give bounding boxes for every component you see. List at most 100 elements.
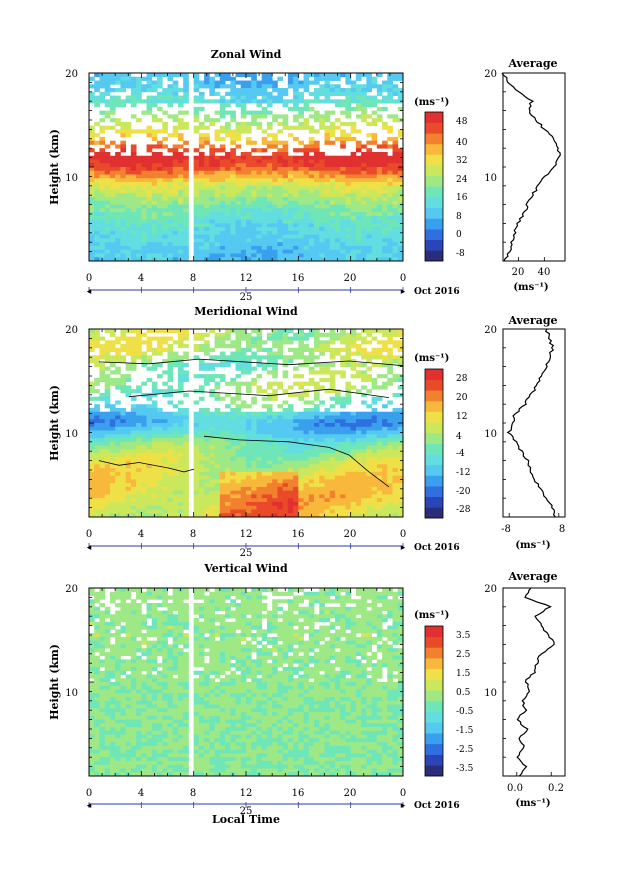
heatmap-cell <box>172 404 179 409</box>
heatmap-cell <box>287 426 294 431</box>
heatmap-cell <box>235 347 242 352</box>
heatmap-cell <box>240 114 247 119</box>
heatmap-cell <box>230 344 236 349</box>
heatmap-cell <box>177 426 184 431</box>
heatmap-cell <box>162 456 168 461</box>
heatmap-cell <box>382 329 388 334</box>
heatmap-cell <box>230 76 236 81</box>
heatmap-cell <box>308 215 315 221</box>
heatmap-cell <box>136 155 142 160</box>
heatmap-cell <box>246 223 252 228</box>
heatmap-cell <box>167 257 174 262</box>
heatmap-cell <box>350 121 357 127</box>
heatmap-cell <box>193 129 200 134</box>
heatmap-cell <box>392 163 399 168</box>
heatmap-cell <box>303 509 310 514</box>
heatmap-cell <box>282 419 289 424</box>
heatmap-cell <box>397 148 404 153</box>
heatmap-cell <box>240 426 247 431</box>
heatmap-cell <box>308 136 315 142</box>
heatmap-cell <box>240 159 247 164</box>
heatmap-cell <box>261 242 268 247</box>
heatmap-cell <box>387 426 393 431</box>
heatmap-cell <box>277 449 284 454</box>
heatmap-cell <box>329 498 336 503</box>
heatmap-cell <box>109 479 116 484</box>
heatmap-cell <box>387 170 393 175</box>
heatmap-cell <box>115 453 121 458</box>
heatmap-cell <box>298 125 304 130</box>
heatmap-cell <box>94 509 100 514</box>
heatmap-cell <box>361 430 367 435</box>
heatmap-cell <box>361 95 367 100</box>
heatmap-cell <box>157 215 163 221</box>
heatmap-cell <box>376 189 383 194</box>
heatmap-cell <box>230 377 236 383</box>
heatmap-cell <box>198 144 205 149</box>
heatmap-cell <box>371 185 378 190</box>
y-tick-label: 20 <box>65 325 78 336</box>
heatmap-cell <box>109 483 116 488</box>
heatmap-cell <box>94 103 100 108</box>
heatmap-cell <box>240 182 247 187</box>
heatmap-cell <box>397 340 404 345</box>
heatmap-cell <box>246 513 252 518</box>
heatmap-cell <box>345 99 352 104</box>
heatmap-cell <box>225 234 231 239</box>
heatmap-cell <box>204 411 210 416</box>
heatmap-cell <box>303 200 310 205</box>
heatmap-cell <box>314 513 320 518</box>
heatmap-cell <box>303 215 310 221</box>
heatmap-cell <box>303 344 310 349</box>
heatmap-cell <box>345 253 352 258</box>
heatmap-cell <box>183 121 189 127</box>
heatmap-cell <box>266 381 273 386</box>
heatmap-cell <box>198 227 205 232</box>
heatmap-cell <box>151 430 158 435</box>
heatmap-cell <box>167 392 174 398</box>
heatmap-cell <box>99 366 106 371</box>
heatmap-cell <box>387 95 393 100</box>
heatmap-cell <box>350 155 357 160</box>
heatmap-cell <box>308 80 315 85</box>
heatmap-cell <box>125 445 132 450</box>
heatmap-cell <box>355 106 362 111</box>
heatmap-cell <box>314 449 320 454</box>
heatmap-cell <box>324 223 331 228</box>
heatmap-cell <box>183 441 189 446</box>
heatmap-cell <box>376 159 383 164</box>
heatmap-cell <box>162 464 168 469</box>
heatmap-cell <box>334 336 341 341</box>
heatmap-cell <box>371 110 378 115</box>
heatmap-cell <box>198 486 205 492</box>
heatmap-cell <box>314 486 320 492</box>
heatmap-cell <box>151 494 158 499</box>
heatmap-cell <box>115 238 121 243</box>
heatmap-cell <box>89 385 95 390</box>
heatmap-cell <box>319 189 325 194</box>
heatmap-cell <box>146 249 153 254</box>
heatmap-cell <box>204 498 210 503</box>
heatmap-cell <box>240 381 247 386</box>
heatmap-cell <box>125 464 132 469</box>
heatmap-cell <box>246 219 252 224</box>
heatmap-cell <box>204 501 210 507</box>
heatmap-cell <box>287 498 294 503</box>
heatmap-cell <box>308 197 315 202</box>
heatmap-cell <box>392 505 399 510</box>
heatmap-cell <box>298 362 304 367</box>
heatmap-cell <box>151 95 158 100</box>
heatmap-cell <box>324 227 331 232</box>
heatmap-cell <box>293 118 299 123</box>
heatmap-cell <box>319 88 325 93</box>
heatmap-cell <box>319 125 325 130</box>
heatmap-cell <box>329 84 336 89</box>
heatmap-cell <box>183 329 189 334</box>
heatmap-cell <box>198 200 205 205</box>
heatmap-cell <box>334 223 341 228</box>
heatmap-cell <box>329 163 336 168</box>
heatmap-cell <box>361 509 367 514</box>
heatmap-cell <box>246 362 252 367</box>
heatmap-cell <box>345 133 352 138</box>
heatmap-cell <box>287 193 294 198</box>
